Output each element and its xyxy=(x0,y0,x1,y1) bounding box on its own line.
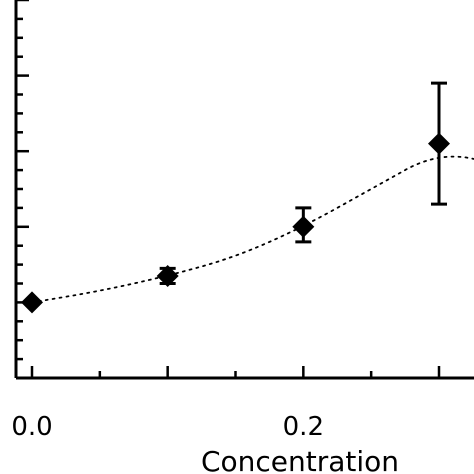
x-tick-label: 0.2 xyxy=(283,412,324,442)
x-tick-labels: 0.00.20.40.6 xyxy=(11,412,324,442)
data-point xyxy=(21,291,43,314)
error-bars-group xyxy=(159,81,448,285)
fit-curve xyxy=(31,155,474,304)
data-points-group xyxy=(21,132,451,314)
x-axis-title: Concentration xyxy=(201,445,399,474)
x-tick-label: 0.0 xyxy=(11,412,52,442)
data-point xyxy=(156,264,179,287)
data-point xyxy=(428,132,451,155)
data-point xyxy=(292,215,315,238)
fit-curve-group xyxy=(31,155,474,304)
axes xyxy=(14,0,474,380)
